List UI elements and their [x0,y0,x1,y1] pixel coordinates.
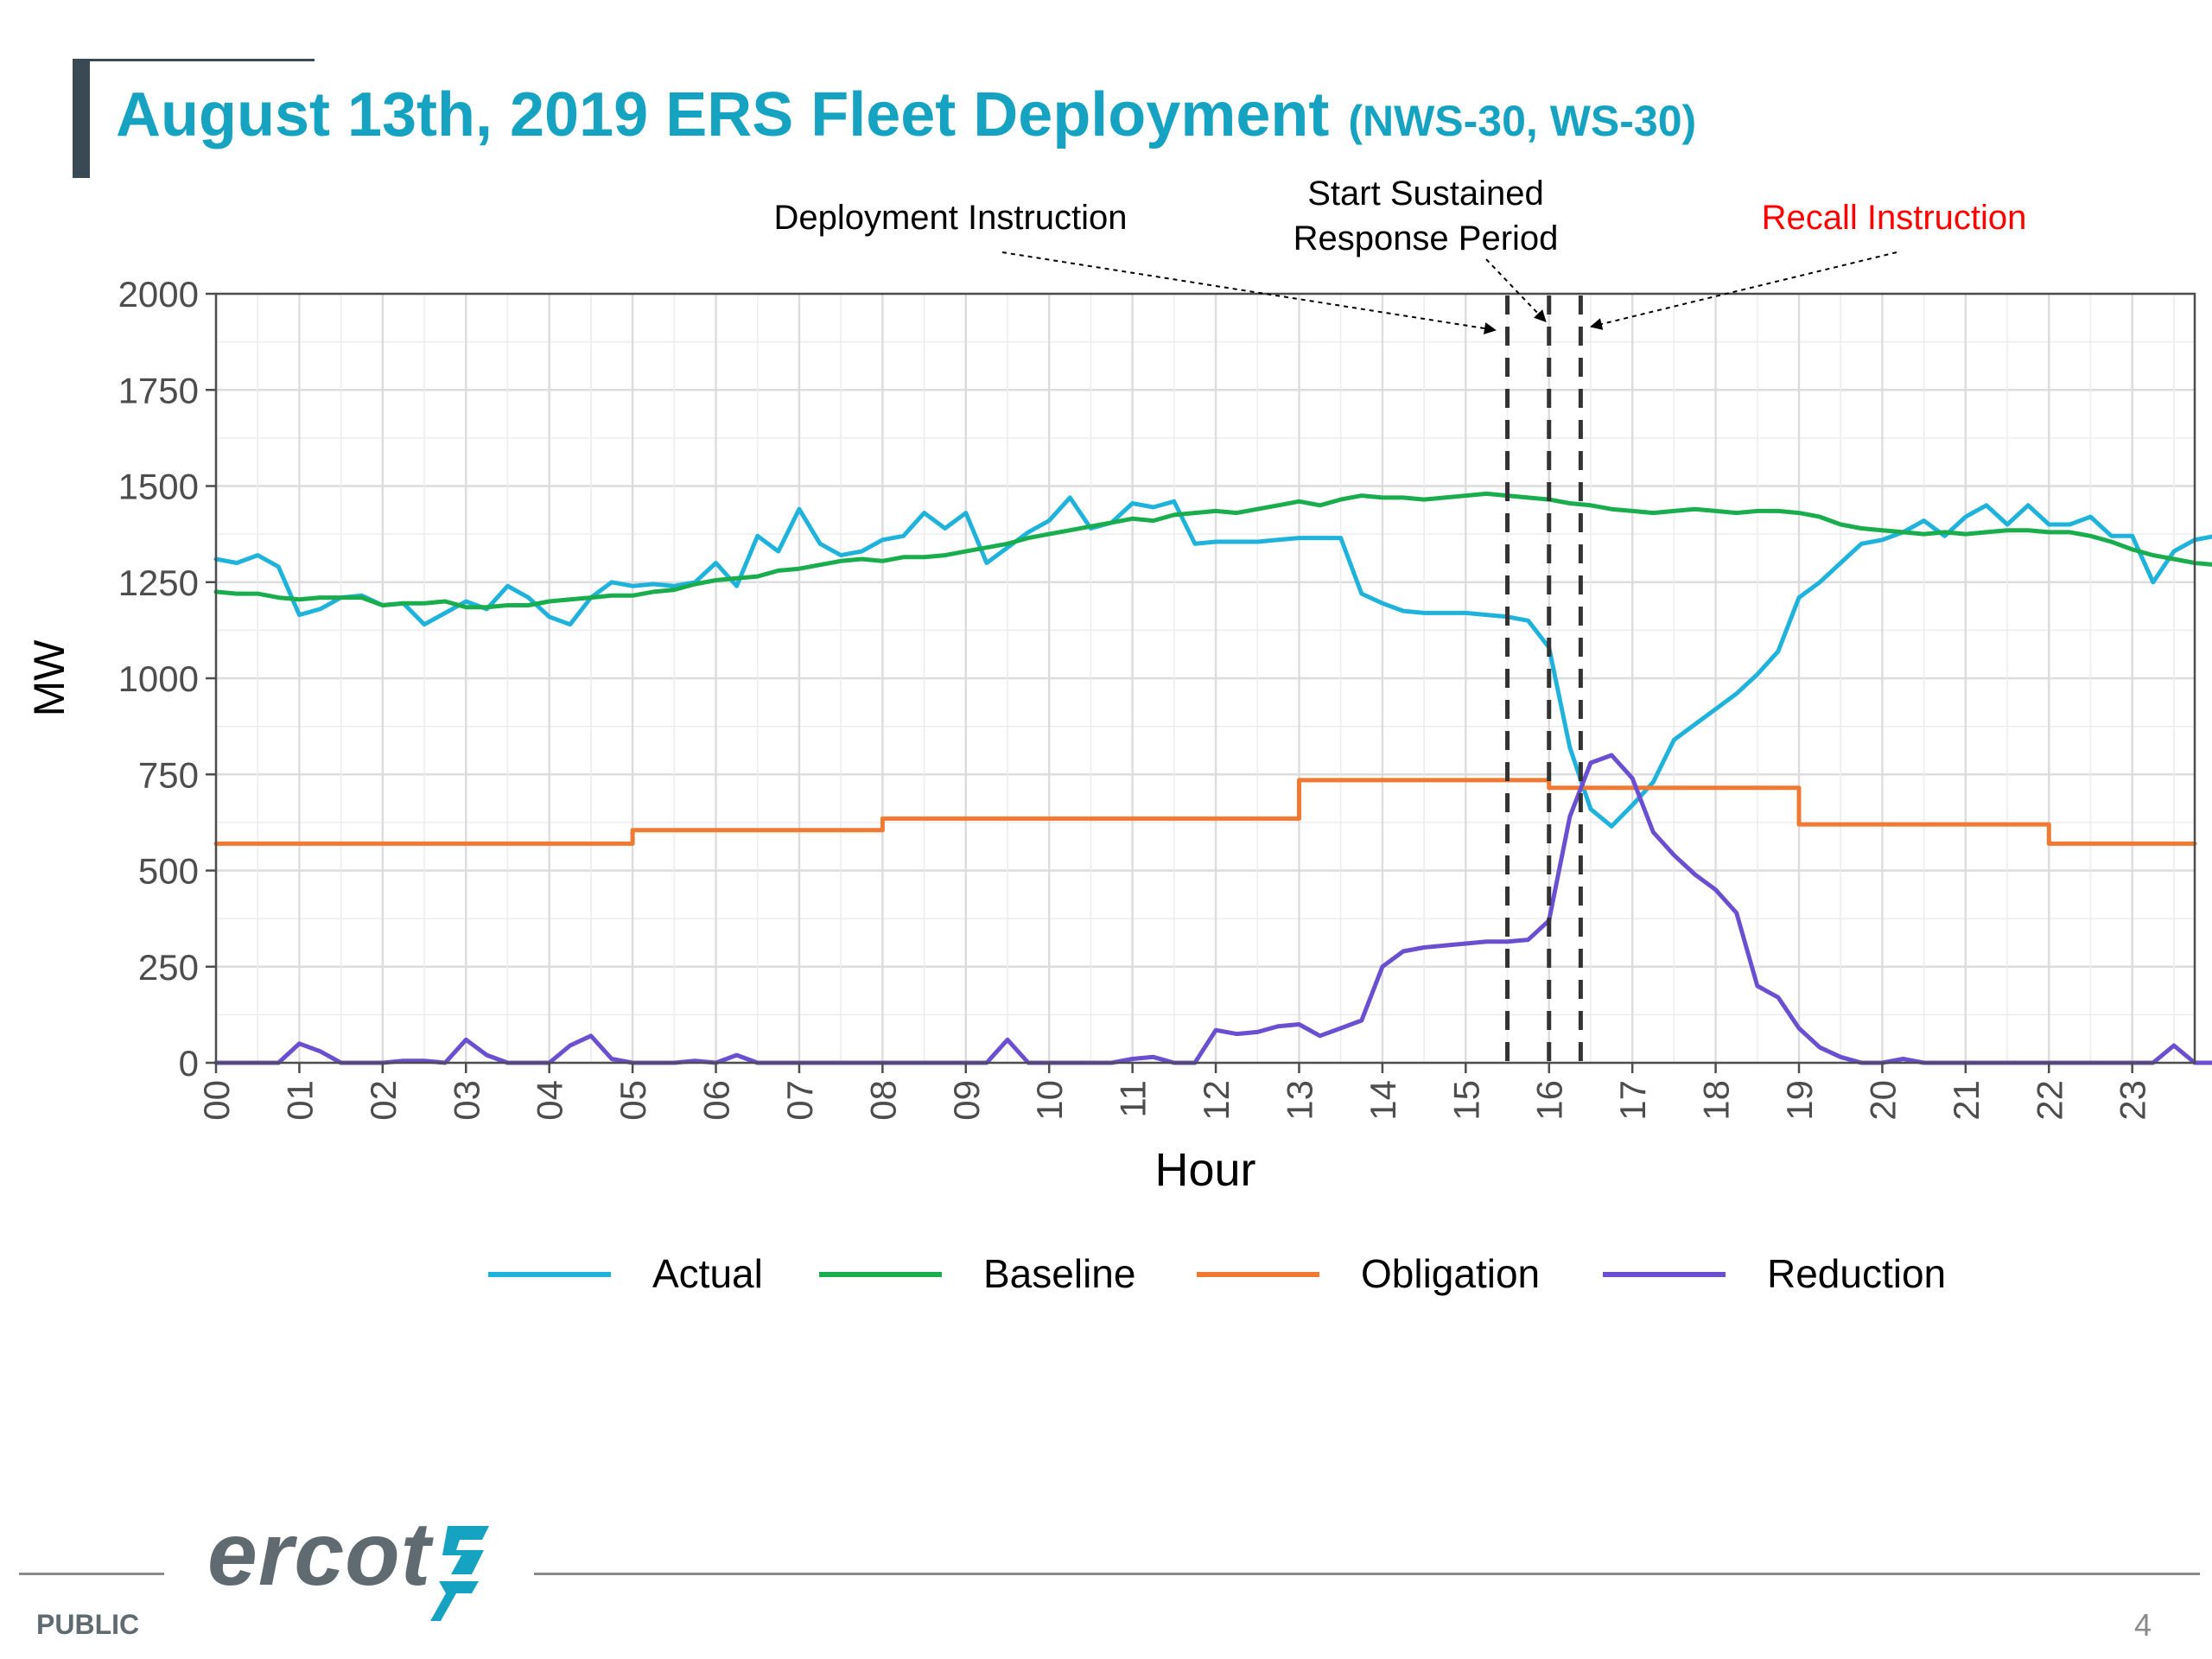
title-block: August 13th, 2019 ERS Fleet Deployment (N… [73,55,2060,185]
title-accent-bar [73,59,90,178]
legend-label-baseline: Baseline [983,1251,1135,1296]
x-tick-label: 05 [613,1080,653,1121]
x-tick-label: 21 [1946,1080,1986,1121]
annotation-layer: Deployment Instruction Start Sustained Res… [773,175,2027,334]
slide-title: August 13th, 2019 ERS Fleet Deployment (N… [116,79,1696,150]
x-tick-label: 12 [1196,1080,1236,1121]
y-tick-label: 0 [179,1043,199,1084]
x-tick-label: 10 [1029,1080,1070,1121]
x-axis-ticks: 00 01 02 03 04 05 06 07 08 09 10 11 12 13 14 15 16 17 18 19… [196,1063,2153,1121]
legend-label-reduction: Reduction [1767,1251,1946,1296]
x-tick-label: 04 [530,1080,570,1121]
ercot-logo-text: ercot [207,1504,432,1605]
annotation-arrow [1485,258,1547,323]
legend: Actual Baseline Obligation Reduction [488,1251,1946,1296]
x-tick-label: 03 [446,1080,486,1121]
x-tick-label: 01 [279,1080,320,1121]
legend-label-obligation: Obligation [1361,1251,1540,1296]
x-tick-label: 17 [1612,1080,1653,1121]
series-line-actual [213,495,2212,829]
y-tick-label: 1000 [118,658,199,699]
x-tick-label: 06 [696,1080,737,1121]
annotation-label: Start Sustained Response Period [1294,175,1559,257]
x-tick-label: 11 [1113,1080,1154,1118]
x-tick-label: 00 [196,1080,237,1121]
footer-right-rule [534,1573,2200,1575]
x-tick-label: 14 [1363,1080,1403,1121]
y-axis-label: MW [25,639,73,717]
x-tick-label: 02 [363,1080,404,1121]
x-tick-label: 23 [2113,1080,2153,1121]
slide-title-text: August 13th, 2019 ERS Fleet Deployment [116,80,1330,149]
page-number: 4 [2134,1607,2152,1643]
x-tick-label: 16 [1529,1080,1570,1121]
x-tick-label: 20 [1862,1080,1903,1121]
x-tick-label: 18 [1696,1080,1737,1121]
legend-label-actual: Actual [652,1251,763,1296]
annotation-arrow [1001,251,1497,334]
annotation-vlines [1505,296,1583,1061]
series-line-obligation [213,778,2197,846]
slide-subtitle: (NWS-30, WS-30) [1348,97,1697,145]
x-tick-label: 15 [1446,1080,1486,1121]
y-tick-label: 250 [138,947,199,988]
x-tick-label: 08 [862,1080,903,1121]
series-line-baseline [213,491,2212,610]
y-tick-label: 2000 [118,274,199,315]
public-label: PUBLIC [36,1609,140,1640]
y-tick-label: 1750 [118,370,199,410]
y-tick-label: 500 [138,851,199,892]
x-tick-label: 07 [779,1080,820,1121]
y-tick-label: 750 [138,754,199,795]
x-tick-label: 22 [2029,1080,2069,1121]
ercot-logo-icon [430,1526,489,1621]
x-tick-label: 13 [1280,1080,1320,1121]
x-tick-label: 09 [946,1080,987,1121]
y-tick-label: 1500 [118,467,199,507]
x-tick-label: 19 [1779,1080,1820,1121]
title-accent-rule [73,59,315,61]
x-axis-label: Hour [1154,1144,1255,1196]
footer-left-rule [19,1573,164,1575]
annotation-arrow [1590,251,1897,330]
annotation-label: Deployment Instruction [773,199,1127,237]
y-tick-label: 1250 [118,563,199,603]
annotation-label: Recall Instruction [1762,199,2027,237]
y-axis-ticks: 0 250 500 750 1000 1250 1500 1750 2000 [118,274,216,1084]
